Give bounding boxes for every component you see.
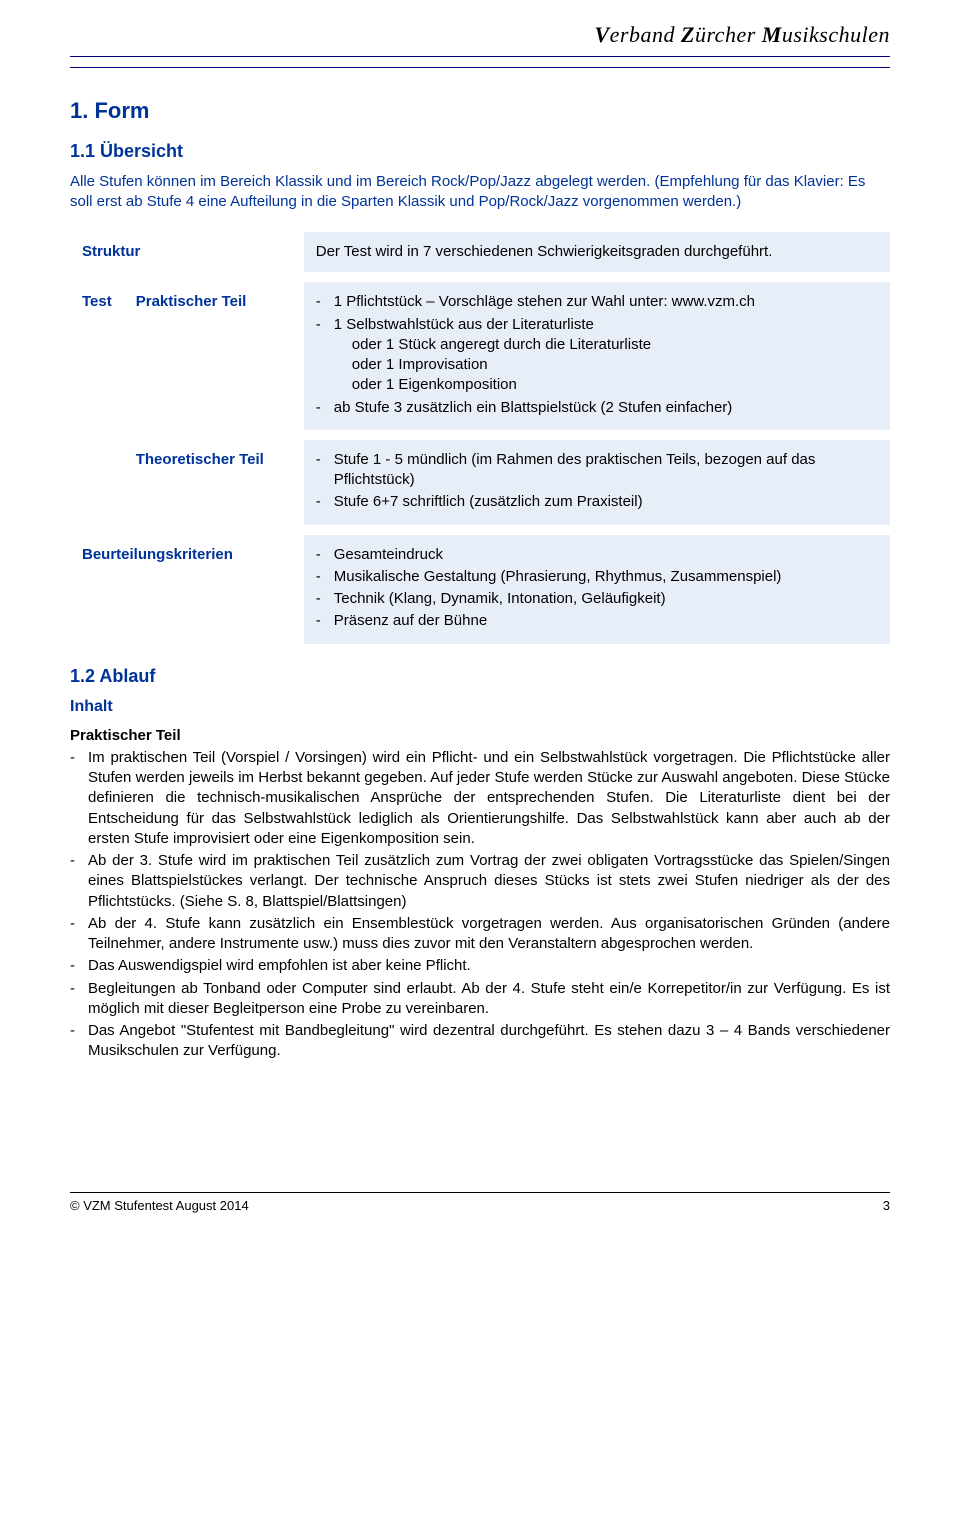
list-item: Das Auswendigspiel wird empfohlen ist ab… xyxy=(70,956,890,976)
list-item: Technik (Klang, Dynamik, Intonation, Gel… xyxy=(316,589,878,609)
list-item: Das Angebot "Stufentest mit Bandbegleitu… xyxy=(70,1021,890,1062)
table-row: Beurteilungskriterien Gesamteindruck Mus… xyxy=(70,525,890,644)
cell-test-label: Test xyxy=(70,272,124,430)
list-item: Stufe 1 - 5 mündlich (im Rahmen des prak… xyxy=(316,450,878,491)
page-footer: © VZM Stufentest August 2014 3 xyxy=(70,1192,890,1215)
structure-table: Struktur Der Test wird in 7 verschiedene… xyxy=(70,232,890,644)
nested-options: oder 1 Stück angeregt durch die Literatu… xyxy=(334,335,878,396)
table-row: Theoretischer Teil Stufe 1 - 5 mündlich … xyxy=(70,430,890,525)
list-item: Musikalische Gestaltung (Phrasierung, Rh… xyxy=(316,567,878,587)
table-row: Test Praktischer Teil 1 Pflichtstück – V… xyxy=(70,272,890,430)
list-item: Präsenz auf der Bühne xyxy=(316,611,878,631)
body-list: Im praktischen Teil (Vorspiel / Vorsinge… xyxy=(70,748,890,1062)
list-praktischer: 1 Pflichtstück – Vorschläge stehen zur W… xyxy=(316,292,878,418)
page: Verband Zürcher Musikschulen 1. Form 1.1… xyxy=(0,0,960,1244)
list-beurteilung: Gesamteindruck Musikalische Gestaltung (… xyxy=(316,545,878,632)
heading-1-2-ablauf: 1.2 Ablauf xyxy=(70,664,890,688)
org-logo: Verband Zürcher Musikschulen xyxy=(594,22,890,47)
list-item: ab Stufe 3 zusätzlich ein Blattspielstüc… xyxy=(316,398,878,418)
body-section: Praktischer Teil Im praktischen Teil (Vo… xyxy=(70,726,890,1062)
heading-inhalt: Inhalt xyxy=(70,696,890,718)
heading-1-1-uebersicht: 1.1 Übersicht xyxy=(70,139,890,163)
cell-praktischer-content: 1 Pflichtstück – Vorschläge stehen zur W… xyxy=(304,272,890,430)
list-theoretischer: Stufe 1 - 5 mündlich (im Rahmen des prak… xyxy=(316,450,878,513)
list-item: 1 Pflichtstück – Vorschläge stehen zur W… xyxy=(316,292,878,312)
body-subtitle-praktischer: Praktischer Teil xyxy=(70,726,890,746)
cell-beurteilung-label: Beurteilungskriterien xyxy=(70,525,304,644)
footer-page-number: 3 xyxy=(883,1197,890,1215)
option-text: oder 1 Eigenkomposition xyxy=(352,375,878,395)
header-rule xyxy=(70,67,890,68)
list-item: Begleitungen ab Tonband oder Computer si… xyxy=(70,979,890,1020)
option-text: oder 1 Stück angeregt durch die Literatu… xyxy=(352,335,878,355)
cell-beurteilung-content: Gesamteindruck Musikalische Gestaltung (… xyxy=(304,525,890,644)
cell-theoretischer-label: Theoretischer Teil xyxy=(124,430,304,525)
option-text: oder 1 Improvisation xyxy=(352,355,878,375)
cell-struktur-label: Struktur xyxy=(70,232,304,272)
table-row: Struktur Der Test wird in 7 verschiedene… xyxy=(70,232,890,272)
cell-praktischer-label: Praktischer Teil xyxy=(124,272,304,430)
footer-left: © VZM Stufentest August 2014 xyxy=(70,1197,249,1215)
intro-paragraph: Alle Stufen können im Bereich Klassik un… xyxy=(70,172,890,213)
list-item-text: 1 Selbstwahlstück aus der Literaturliste xyxy=(334,316,594,333)
list-item: Stufe 6+7 schriftlich (zusätzlich zum Pr… xyxy=(316,492,878,512)
list-item: Ab der 4. Stufe kann zusätzlich ein Ense… xyxy=(70,914,890,955)
page-header: Verband Zürcher Musikschulen xyxy=(70,20,890,57)
cell-theoretischer-content: Stufe 1 - 5 mündlich (im Rahmen des prak… xyxy=(304,430,890,525)
list-item: Im praktischen Teil (Vorspiel / Vorsinge… xyxy=(70,748,890,849)
cell-empty xyxy=(70,430,124,525)
list-item: Gesamteindruck xyxy=(316,545,878,565)
list-item: 1 Selbstwahlstück aus der Literaturliste… xyxy=(316,315,878,396)
cell-struktur-text: Der Test wird in 7 verschiedenen Schwier… xyxy=(304,232,890,272)
list-item: Ab der 3. Stufe wird im praktischen Teil… xyxy=(70,851,890,912)
heading-1-form: 1. Form xyxy=(70,96,890,126)
